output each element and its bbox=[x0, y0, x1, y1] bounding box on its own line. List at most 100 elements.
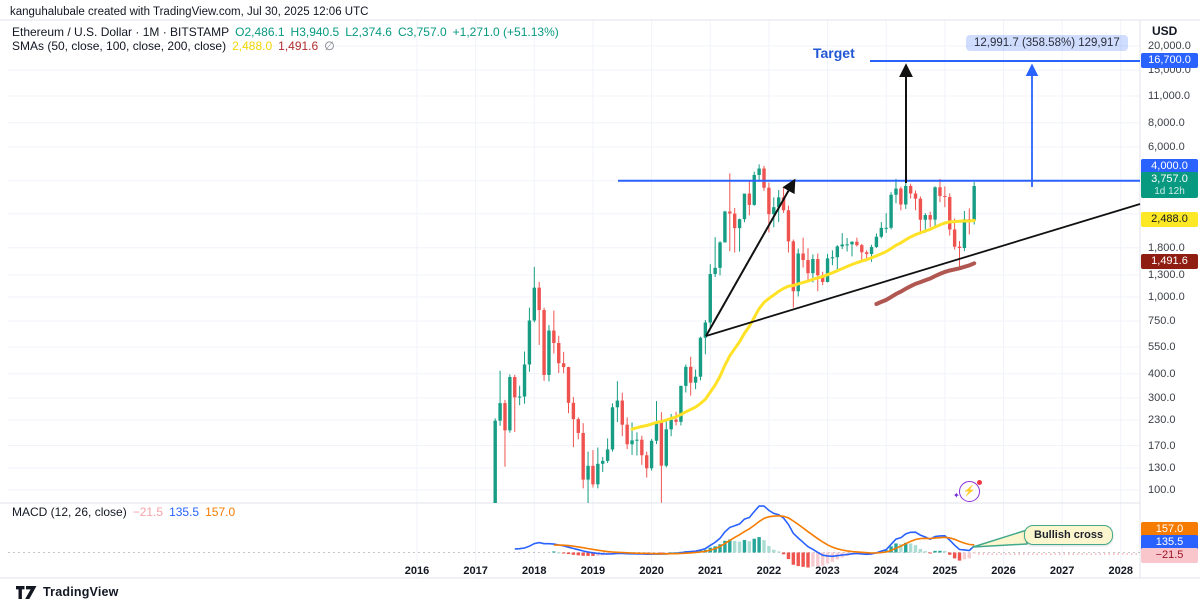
price-tick-label: 1,000.0 bbox=[1148, 291, 1185, 303]
last-price-value: 3,757.0 bbox=[1151, 173, 1188, 185]
target-price-badge: 16,700.0 bbox=[1141, 53, 1198, 68]
macd-hist-bar bbox=[938, 550, 942, 553]
candle-body bbox=[713, 267, 717, 275]
candle-body bbox=[508, 377, 512, 431]
candle-body bbox=[806, 260, 810, 274]
price-tick-label: 100.0 bbox=[1148, 484, 1176, 496]
candle-body bbox=[513, 377, 517, 398]
macd-hist-bar bbox=[747, 541, 752, 553]
ohlc-change: +1,271.0 (+51.13%) bbox=[452, 25, 559, 39]
candle-body bbox=[708, 274, 712, 323]
macd-hist-bar bbox=[830, 552, 835, 562]
year-label: 2027 bbox=[1049, 565, 1075, 577]
price-tick-label: 1,300.0 bbox=[1148, 269, 1185, 281]
price-tick-label: 400.0 bbox=[1148, 367, 1176, 380]
candle-body bbox=[889, 194, 893, 228]
year-label: 2026 bbox=[991, 565, 1016, 577]
candle-body bbox=[674, 419, 678, 422]
candle-body bbox=[620, 400, 624, 425]
macd-hist-bar bbox=[591, 552, 595, 556]
candle-body bbox=[835, 246, 840, 258]
candle-body bbox=[552, 330, 556, 343]
price-tick-label: 20,000.0 bbox=[1148, 39, 1191, 52]
candle-body bbox=[703, 322, 708, 338]
macd-hist-bar bbox=[552, 551, 556, 553]
sma100-line bbox=[874, 261, 977, 306]
candle-body bbox=[605, 449, 610, 461]
candle-body bbox=[527, 320, 532, 365]
macd-hist-bar bbox=[825, 552, 830, 564]
macd-hist-bar bbox=[737, 541, 742, 553]
macd-hist-bar bbox=[576, 552, 580, 556]
year-label: 2016 bbox=[404, 565, 430, 577]
macd-hist-bar bbox=[952, 552, 957, 559]
year-label: 2022 bbox=[756, 565, 782, 577]
attribution-text: kanguhalubale created with TradingView.c… bbox=[10, 6, 369, 18]
candle-body bbox=[732, 213, 737, 229]
sparkle-icon: ✦ bbox=[953, 491, 960, 500]
candle-body bbox=[962, 219, 967, 248]
candle-body bbox=[845, 244, 849, 246]
sma50-line bbox=[630, 218, 976, 431]
candle-body bbox=[503, 403, 507, 431]
ohlc-open: O2,486.1 bbox=[235, 25, 285, 39]
price-tick-label: 6,000.0 bbox=[1148, 140, 1185, 153]
candle-body bbox=[561, 363, 566, 368]
macd-hist-bar bbox=[972, 552, 976, 554]
candle-body bbox=[820, 275, 825, 282]
macd-hist-bar bbox=[928, 552, 932, 554]
candle-body bbox=[635, 439, 639, 441]
candle-body bbox=[723, 211, 727, 243]
macd-legend[interactable]: MACD (12, 26, close) −21.5 135.5 157.0 bbox=[12, 505, 235, 519]
year-label: 2024 bbox=[873, 565, 899, 577]
notification-dot-icon bbox=[977, 480, 982, 485]
price-range-measure-label[interactable]: 12,991.7 (358.58%) 129,917 bbox=[966, 35, 1128, 51]
sma100-price-badge: 1,491.6 bbox=[1141, 254, 1198, 269]
candle-body bbox=[772, 207, 776, 215]
candle-body bbox=[698, 337, 703, 377]
macd-hist-bar bbox=[557, 552, 561, 554]
macd-hist-badge: −21.5 bbox=[1141, 548, 1198, 563]
macd-hist-bar bbox=[786, 552, 791, 560]
candle-body bbox=[596, 463, 600, 485]
macd-signal-line bbox=[553, 514, 975, 555]
candle-body bbox=[884, 227, 888, 229]
last-price-badge: 3,757.0 1d 12h bbox=[1141, 172, 1198, 198]
candle-body bbox=[742, 193, 747, 220]
symbol-legend[interactable]: Ethereum / U.S. Dollar · 1M · BITSTAMP O… bbox=[12, 25, 559, 39]
candle-body bbox=[913, 193, 918, 199]
ohlc-close: C3,757.0 bbox=[397, 25, 447, 39]
bar-countdown: 1d 12h bbox=[1154, 186, 1185, 197]
candle-body bbox=[615, 400, 620, 408]
price-tick-label: 1,800.0 bbox=[1148, 241, 1185, 254]
candle-body bbox=[693, 376, 698, 383]
candle-body bbox=[664, 429, 668, 466]
macd-hist-bar bbox=[571, 552, 576, 555]
tradingview-logo[interactable]: TradingView bbox=[16, 585, 119, 599]
breakout-arrow bbox=[705, 178, 796, 337]
bullish-cross-callout[interactable]: Bullish cross bbox=[1024, 525, 1114, 545]
candle-body bbox=[923, 215, 927, 220]
price-tick-label: 11,000.0 bbox=[1148, 90, 1191, 102]
candle-body bbox=[933, 187, 937, 220]
target-text-drawing[interactable]: Target bbox=[813, 45, 855, 61]
candle-body bbox=[659, 422, 664, 466]
tradingview-logo-text: TradingView bbox=[43, 585, 119, 599]
smas-legend[interactable]: SMAs (50, close, 100, close, 200, close)… bbox=[12, 39, 335, 53]
macd-hist-bar bbox=[908, 543, 913, 553]
candle-body bbox=[938, 187, 942, 196]
candle-body bbox=[654, 422, 659, 441]
drawings-layer[interactable] bbox=[618, 60, 1141, 548]
year-label: 2019 bbox=[580, 565, 606, 577]
lightning-refresh-icon[interactable]: ⚡ bbox=[959, 481, 980, 502]
candle-body bbox=[757, 168, 761, 175]
candle-body bbox=[811, 259, 815, 274]
candle-body bbox=[737, 219, 742, 229]
candle-body bbox=[645, 455, 649, 469]
candle-body bbox=[796, 253, 800, 292]
macd-hist-bar bbox=[776, 551, 781, 553]
macd-hist-bar bbox=[752, 538, 756, 553]
macd-hist-bar bbox=[664, 552, 668, 554]
candle-body bbox=[957, 246, 962, 248]
